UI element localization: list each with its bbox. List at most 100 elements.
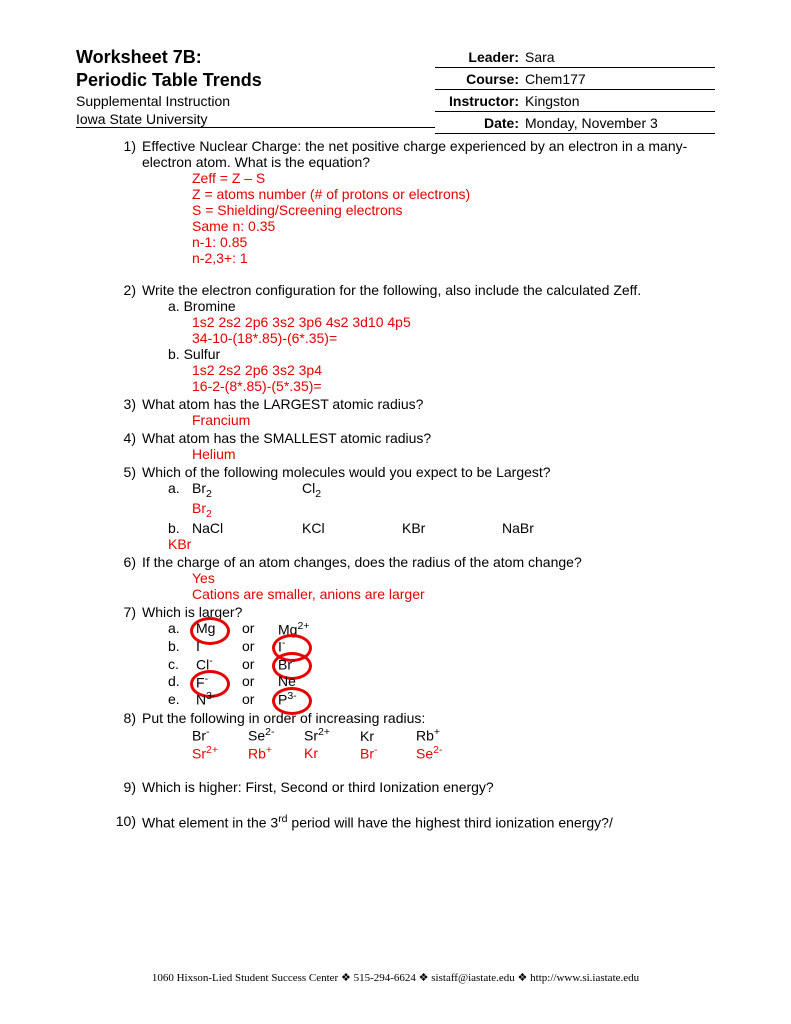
q7-row: a.MgorMg2+ xyxy=(168,620,715,638)
q7-row-label: e. xyxy=(168,691,196,707)
q5-b-opt: KBr xyxy=(402,520,502,536)
q5-b-label: b. xyxy=(168,520,192,536)
q5-a-opt1: Br2 xyxy=(192,480,302,500)
q-text: Which is larger? xyxy=(142,604,715,620)
q-text: If the charge of an atom changes, does t… xyxy=(142,554,715,570)
q8-answer: Sr2+Rb+KrBr-Se2- xyxy=(192,744,715,762)
q1-answer: Z = atoms number (# of protons or electr… xyxy=(192,186,715,202)
q1-answer: Same n: 0.35 xyxy=(192,218,715,234)
q-text: Which of the following molecules would y… xyxy=(142,464,715,480)
q7-options: a.MgorMg2+b.IorI-c.Cl-orBr-d.F-orNee.N3-… xyxy=(76,620,715,708)
q5-a-label: a. xyxy=(168,480,192,500)
worksheet-page: Worksheet 7B: Periodic Table Trends Supp… xyxy=(0,0,791,1024)
q5-b-opt: NaCl xyxy=(192,520,302,536)
q-text: Which is higher: First, Second or third … xyxy=(142,779,715,795)
q8-species: Sr2+ xyxy=(304,726,360,744)
q-text: Write the electron configuration for the… xyxy=(142,282,715,298)
question-5: 5) Which of the following molecules woul… xyxy=(76,464,715,480)
q-text: Effective Nuclear Charge: the net positi… xyxy=(142,138,715,170)
q7-row: b.IorI- xyxy=(168,637,715,655)
q2-b-label: b. Sulfur xyxy=(168,346,715,362)
q8-species: Rb+ xyxy=(248,744,304,762)
question-1: 1) Effective Nuclear Charge: the net pos… xyxy=(76,138,715,170)
q7-option: Mg xyxy=(196,620,242,636)
q8-options: Br-Se2-Sr2+KrRb+ xyxy=(192,726,715,744)
q-number: 8) xyxy=(108,710,142,726)
q6-answer: Cations are smaller, anions are larger xyxy=(192,586,715,602)
q7-option: P3- xyxy=(278,690,338,708)
q8-species: Se2- xyxy=(416,744,472,762)
q3-answer: Francium xyxy=(192,412,715,428)
q7-option: Br- xyxy=(278,655,338,673)
meta-value: Kingston xyxy=(525,93,715,109)
q7-option: I xyxy=(196,638,242,654)
q4-answer: Helium xyxy=(192,446,715,462)
header-meta: Leader: Sara Course: Chem177 Instructor:… xyxy=(435,46,715,134)
q2-a-answer: 34-10-(18*.85)-(6*.35)= xyxy=(192,330,715,346)
q2-b-answer: 16-2-(8*.85)-(5*.35)= xyxy=(192,378,715,394)
question-7: 7) Which is larger? xyxy=(76,604,715,620)
meta-value: Monday, November 3 xyxy=(525,115,715,131)
question-8: 8) Put the following in order of increas… xyxy=(76,710,715,726)
q8-species: Br- xyxy=(192,726,248,744)
q2-a-answer: 1s2 2s2 2p6 3s2 3p6 4s2 3d10 4p5 xyxy=(192,314,715,330)
q8-species: Kr xyxy=(360,728,416,744)
q8-species: Kr xyxy=(304,745,360,761)
meta-leader: Leader: Sara xyxy=(435,46,715,68)
question-2: 2) Write the electron configuration for … xyxy=(76,282,715,298)
subtitle-2: Iowa State University xyxy=(76,111,435,128)
meta-value: Chem177 xyxy=(525,71,715,87)
q5-a-opt2: Cl2 xyxy=(302,480,321,500)
q-number: 4) xyxy=(108,430,142,446)
q-number: 3) xyxy=(108,396,142,412)
q-number: 7) xyxy=(108,604,142,620)
q5-b: b. NaCl KCl KBr NaBr xyxy=(168,520,715,536)
q7-option: F- xyxy=(196,673,242,691)
meta-course: Course: Chem177 xyxy=(435,68,715,90)
q1-answer: Zeff = Z – S xyxy=(192,170,715,186)
question-6: 6) If the charge of an atom changes, doe… xyxy=(76,554,715,570)
q5-b-opt: KCl xyxy=(302,520,402,536)
or-label: or xyxy=(242,620,278,636)
meta-label: Instructor: xyxy=(435,93,525,109)
q-number: 5) xyxy=(108,464,142,480)
q-number: 10) xyxy=(108,813,142,831)
title-line2: Periodic Table Trends xyxy=(76,69,435,92)
q5-a-answer: Br2 xyxy=(192,500,715,520)
question-10: 10) What element in the 3rd period will … xyxy=(76,813,715,831)
or-label: or xyxy=(242,673,278,689)
q8-species: Se2- xyxy=(248,726,304,744)
q-text: Put the following in order of increasing… xyxy=(142,710,715,726)
q-text: What atom has the LARGEST atomic radius? xyxy=(142,396,715,412)
q5-a: a. Br2 Cl2 xyxy=(168,480,715,500)
q-text: What atom has the SMALLEST atomic radius… xyxy=(142,430,715,446)
question-9: 9) Which is higher: First, Second or thi… xyxy=(76,779,715,795)
question-4: 4) What atom has the SMALLEST atomic rad… xyxy=(76,430,715,446)
header-left: Worksheet 7B: Periodic Table Trends Supp… xyxy=(76,46,435,134)
meta-instructor: Instructor: Kingston xyxy=(435,90,715,112)
title-line1: Worksheet 7B: xyxy=(76,46,435,69)
q1-answer: n-1: 0.85 xyxy=(192,234,715,250)
q2-b-answer: 1s2 2s2 2p6 3s2 3p4 xyxy=(192,362,715,378)
q7-row: e.N3-orP3- xyxy=(168,690,715,708)
q5-b-opt: NaBr xyxy=(502,520,534,536)
q6-answer: Yes xyxy=(192,570,715,586)
q8-species: Br- xyxy=(360,744,416,762)
q8-species: Sr2+ xyxy=(192,744,248,762)
q1-answer: n-2,3+: 1 xyxy=(192,250,715,266)
meta-label: Date: xyxy=(435,115,525,131)
q1-answer: S = Shielding/Screening electrons xyxy=(192,202,715,218)
meta-label: Leader: xyxy=(435,49,525,65)
q-number: 2) xyxy=(108,282,142,298)
question-3: 3) What atom has the LARGEST atomic radi… xyxy=(76,396,715,412)
q-text: What element in the 3rd period will have… xyxy=(142,813,715,831)
q7-row-label: b. xyxy=(168,638,196,654)
q-number: 6) xyxy=(108,554,142,570)
q7-option: N3- xyxy=(196,690,242,708)
meta-label: Course: xyxy=(435,71,525,87)
q7-row: d.F-orNe xyxy=(168,673,715,691)
footer: 1060 Hixson-Lied Student Success Center … xyxy=(0,971,791,984)
header: Worksheet 7B: Periodic Table Trends Supp… xyxy=(76,46,715,134)
q5-b-answer: KBr xyxy=(168,536,715,552)
q8-species: Rb+ xyxy=(416,726,472,744)
